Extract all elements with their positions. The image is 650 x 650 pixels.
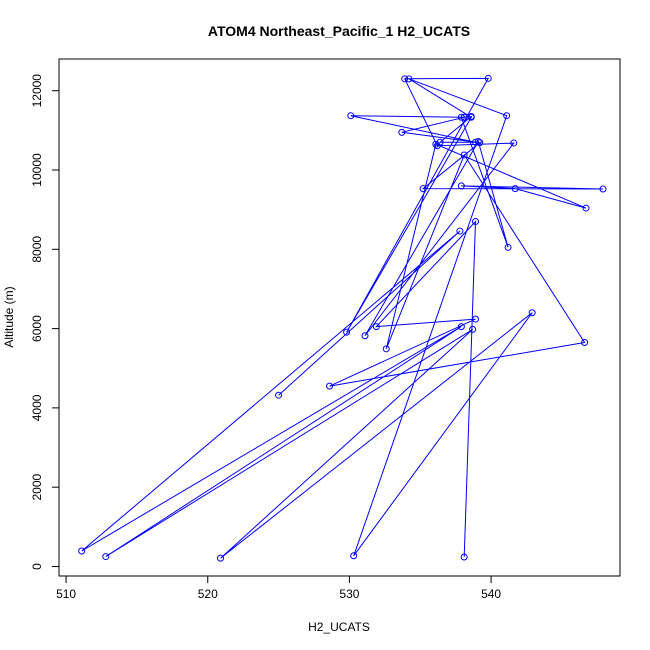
data-point [472,138,479,146]
data-point [457,113,465,121]
data-point [436,138,444,146]
data-point [472,315,479,323]
data-point [510,139,518,147]
series-points [78,74,607,562]
data-point [398,128,406,136]
data-point [326,382,334,390]
data-point [382,345,390,353]
data-point [511,185,519,193]
y-tick-label: 2000 [30,474,44,501]
data-point [504,243,512,251]
y-tick-label: 8000 [30,236,44,263]
data-point [581,338,589,346]
x-axis: 510 520 530 540 [56,575,501,601]
x-tick-label: 540 [481,587,501,601]
y-tick-label: 6000 [30,315,44,342]
series-line [81,77,604,559]
data-point [432,140,440,148]
series-polyline [81,77,604,559]
y-axis: 0 2000 4000 6000 8000 10000 12000 [30,74,60,570]
data-point [361,332,369,340]
y-tick-label: 12000 [30,74,44,108]
y-tick-label: 0 [30,563,44,570]
data-point [347,112,355,120]
data-point [460,151,468,159]
data-point [457,182,465,190]
y-axis-label: Altitude (m) [2,286,16,347]
data-point [275,391,283,399]
data-point [484,74,492,82]
data-point [457,323,465,331]
data-point [217,554,224,562]
data-point [372,323,380,331]
data-point [467,112,475,120]
x-tick-label: 510 [56,587,76,601]
data-point [469,325,477,333]
data-point [456,227,464,235]
data-point [405,75,413,83]
data-point [350,552,358,560]
data-point [472,218,479,226]
data-point [78,547,86,555]
y-tick-label: 4000 [30,394,44,421]
x-tick-label: 530 [339,587,359,601]
data-point [476,139,484,147]
data-point [419,185,427,193]
data-point [343,328,351,336]
data-point [528,309,536,317]
data-point [503,112,511,120]
data-point [460,553,468,561]
x-tick-label: 520 [198,587,218,601]
chart-title: ATOM4 Northeast_Pacific_1 H2_UCATS [208,23,470,39]
data-point [460,113,468,121]
x-axis-label: H2_UCATS [308,620,370,634]
y-tick-label: 10000 [30,153,44,187]
data-point [102,553,110,561]
data-point [599,185,607,193]
data-point [582,204,590,212]
data-point [401,75,409,83]
data-point [474,137,482,145]
